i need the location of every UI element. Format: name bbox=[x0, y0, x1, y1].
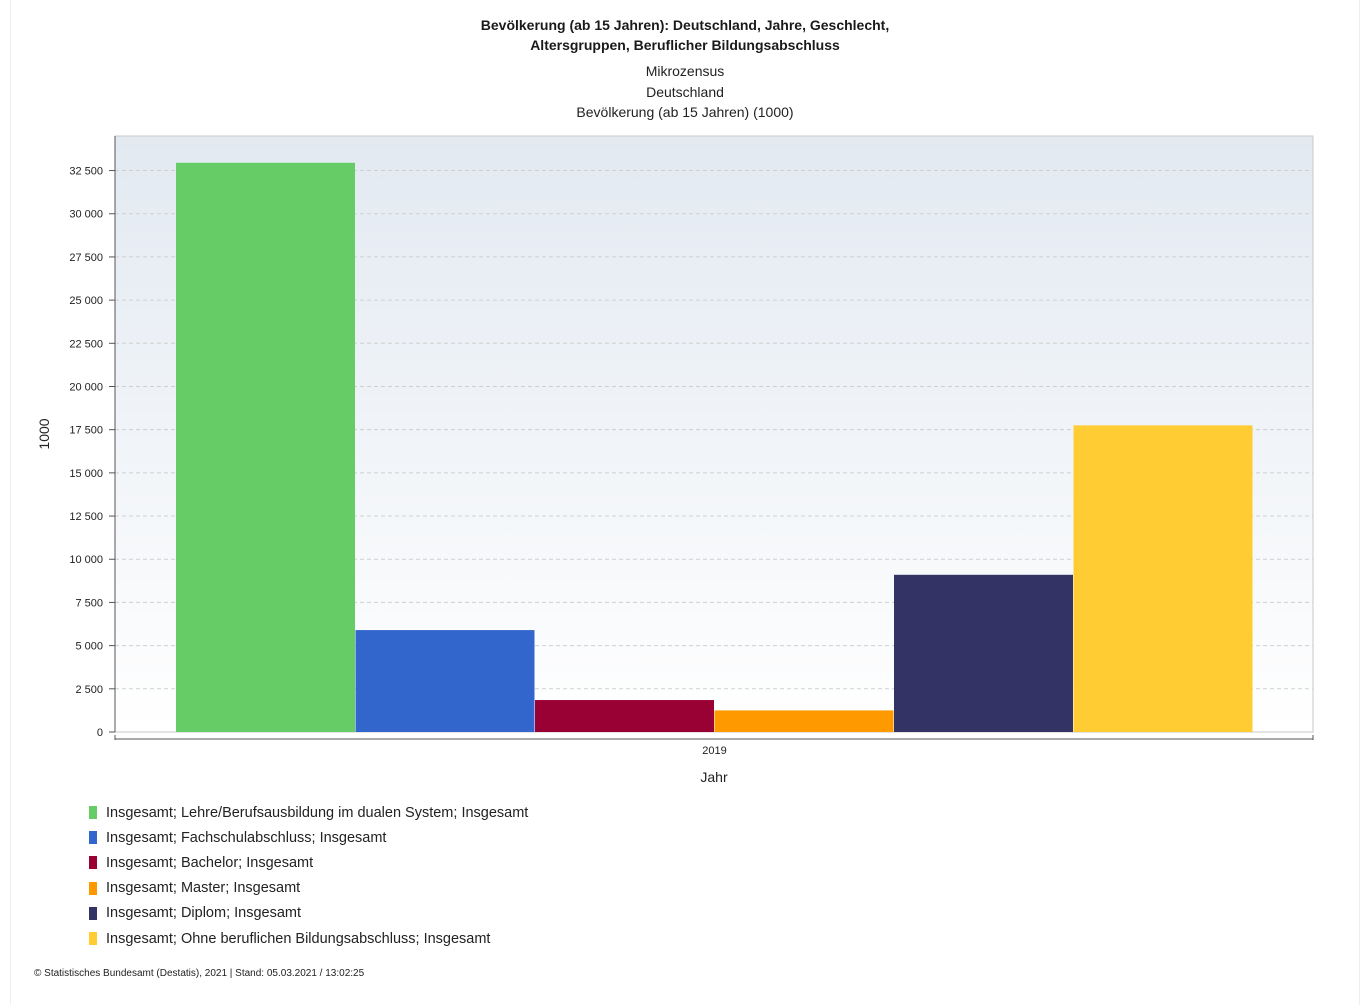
legend-swatch bbox=[89, 806, 97, 820]
legend-label: Insgesamt; Bachelor; Insgesamt bbox=[106, 854, 314, 871]
bar-chart: 0 2 500 5 000 7 500 10 000 12 500 15 000 17 500… bbox=[36, 135, 1314, 785]
legend-swatch bbox=[89, 881, 97, 895]
chart-title-line-1: Bevölkerung (ab 15 Jahren): Deutschland,… bbox=[480, 17, 890, 33]
chart-title-line-2: Altersgruppen, Beruflicher Bildungsabsch… bbox=[530, 37, 840, 53]
x-tick-label: 2019 bbox=[702, 745, 726, 757]
y-tick-label: 25 000 bbox=[69, 295, 103, 307]
legend-label: Insgesamt; Ohne beruflichen Bildungsabsc… bbox=[106, 930, 491, 947]
chart-subtitle-line-2: Deutschland bbox=[646, 84, 724, 100]
legend: Insgesamt; Lehre/Berufsausbildung im dua… bbox=[89, 800, 528, 951]
y-tick-label: 27 500 bbox=[69, 252, 103, 264]
y-tick-label: 30 000 bbox=[69, 209, 103, 221]
legend-item[interactable]: Insgesamt; Master; Insgesamt bbox=[89, 876, 528, 901]
legend-label: Insgesamt; Diplom; Insgesamt bbox=[106, 905, 302, 922]
legend-label: Insgesamt; Master; Insgesamt bbox=[106, 880, 301, 897]
legend-item[interactable]: Insgesamt; Bachelor; Insgesamt bbox=[89, 850, 528, 875]
legend-item[interactable]: Insgesamt; Ohne beruflichen Bildungsabsc… bbox=[89, 926, 528, 951]
y-tick-label: 2 500 bbox=[75, 684, 103, 696]
y-tick-label: 20 000 bbox=[69, 381, 103, 393]
bar-series-5[interactable] bbox=[894, 574, 1073, 732]
legend-swatch bbox=[89, 831, 97, 845]
legend-label: Insgesamt; Fachschulabschluss; Insgesamt bbox=[106, 829, 387, 846]
chart-subtitle-line-1: Mikrozensus bbox=[645, 63, 725, 79]
chart-subtitle-line-3: Bevölkerung (ab 15 Jahren) (1000) bbox=[576, 104, 794, 120]
bar-series-3[interactable] bbox=[535, 700, 714, 732]
y-tick-label: 10 000 bbox=[69, 554, 103, 566]
y-tick-label: 7 500 bbox=[75, 597, 103, 609]
y-tick-label: 0 bbox=[97, 727, 103, 739]
bar-series-6[interactable] bbox=[1073, 425, 1253, 732]
bar-series-1[interactable] bbox=[176, 162, 355, 733]
legend-item[interactable]: Insgesamt; Diplom; Insgesamt bbox=[89, 901, 528, 926]
legend-label: Insgesamt; Lehre/Berufsausbildung im dua… bbox=[106, 804, 529, 821]
y-tick-label: 22 500 bbox=[69, 338, 103, 350]
bar-series-2[interactable] bbox=[355, 630, 535, 732]
legend-swatch bbox=[89, 932, 97, 946]
legend-item[interactable]: Insgesamt; Fachschulabschluss; Insgesamt bbox=[89, 825, 528, 850]
x-axis-label: Jahr bbox=[700, 769, 728, 785]
chart-frame: Bevölkerung (ab 15 Jahren): Deutschland,… bbox=[10, 0, 1360, 1005]
y-axis-label: 1000 bbox=[36, 418, 52, 449]
y-tick-label: 17 500 bbox=[69, 425, 103, 437]
y-tick-label: 12 500 bbox=[69, 511, 103, 523]
copyright-footer: © Statistisches Bundesamt (Destatis), 20… bbox=[34, 968, 365, 979]
legend-swatch bbox=[89, 906, 97, 920]
bar-series-4[interactable] bbox=[714, 710, 894, 732]
legend-item[interactable]: Insgesamt; Lehre/Berufsausbildung im dua… bbox=[89, 800, 528, 825]
y-tick-label: 32 500 bbox=[69, 166, 103, 178]
legend-swatch bbox=[89, 856, 97, 870]
y-tick-label: 15 000 bbox=[69, 468, 103, 480]
y-tick-label: 5 000 bbox=[75, 641, 103, 653]
